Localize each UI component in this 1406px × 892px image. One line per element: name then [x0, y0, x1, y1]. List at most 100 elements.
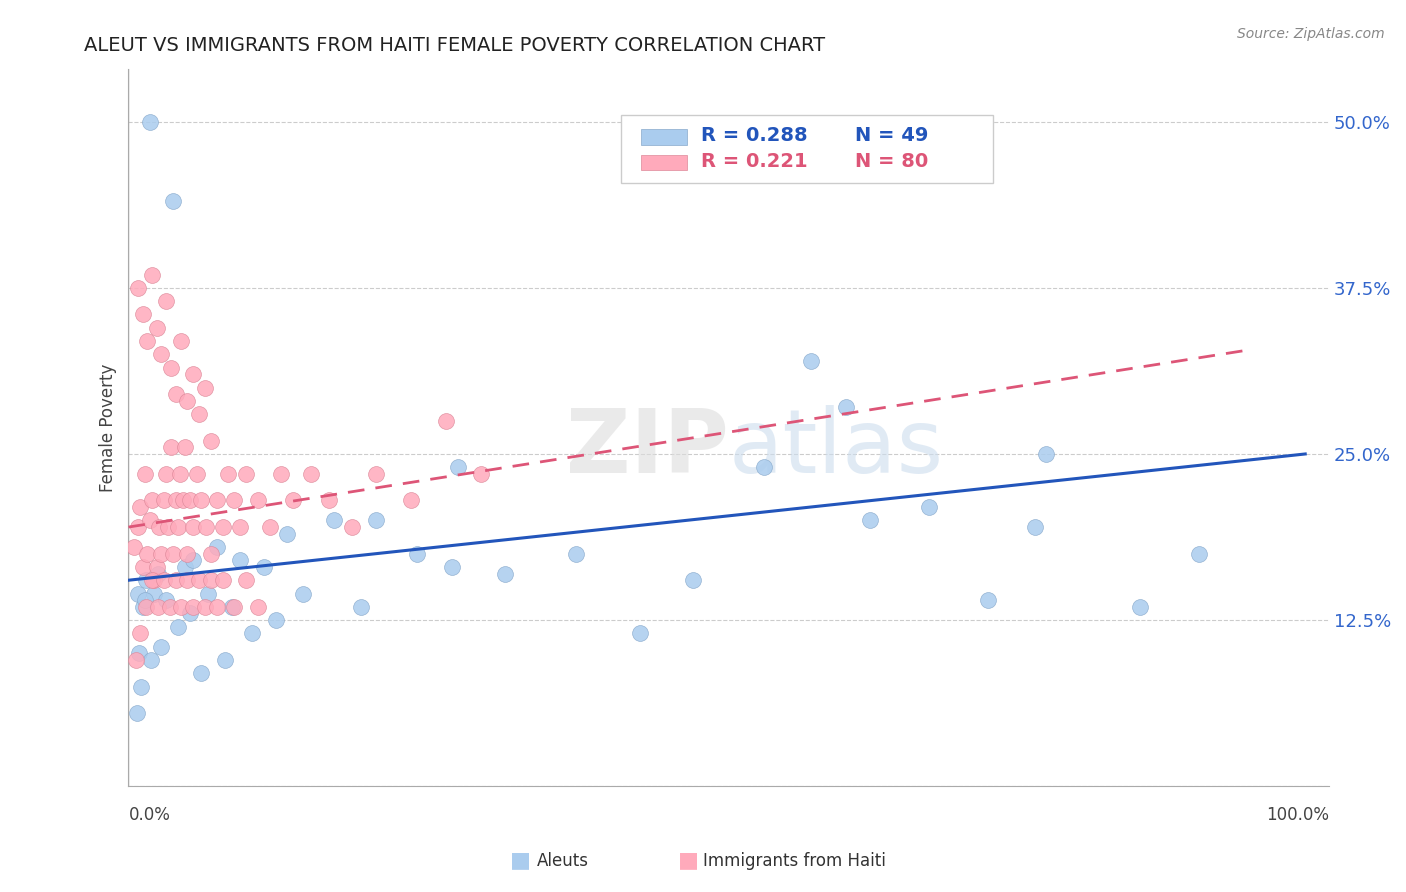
Point [167, 620, 190, 634]
Point [136, 547, 159, 561]
Point [447, 460, 470, 475]
Point [283, 493, 305, 508]
Text: 100.0%: 100.0% [1265, 806, 1329, 824]
Point [181, 553, 204, 567]
Point [350, 599, 373, 614]
Point [364, 467, 387, 481]
Point [181, 368, 204, 382]
Point [1035, 447, 1057, 461]
Point [564, 547, 586, 561]
Point [859, 513, 882, 527]
Point [124, 540, 146, 554]
Point [162, 547, 184, 561]
Point [1024, 520, 1046, 534]
Point [146, 599, 169, 614]
Point [200, 547, 222, 561]
Point [253, 560, 276, 574]
Point [214, 653, 236, 667]
Point [165, 387, 187, 401]
Point [976, 593, 998, 607]
Text: R = 0.288: R = 0.288 [702, 127, 807, 145]
Point [135, 573, 157, 587]
Point [174, 560, 197, 574]
FancyBboxPatch shape [641, 154, 686, 170]
Point [129, 626, 152, 640]
Point [1129, 599, 1152, 614]
Point [179, 493, 201, 508]
Point [211, 573, 233, 587]
Point [136, 334, 159, 348]
Text: ZIP: ZIP [565, 406, 728, 492]
Point [172, 493, 194, 508]
Point [276, 526, 298, 541]
Text: Aleuts: Aleuts [537, 852, 588, 870]
Y-axis label: Female Poverty: Female Poverty [100, 363, 117, 491]
Point [148, 520, 170, 534]
Point [129, 500, 152, 515]
Point [229, 553, 252, 567]
Point [211, 520, 233, 534]
Point [235, 573, 257, 587]
Point [323, 513, 346, 527]
Text: Immigrants from Haiti: Immigrants from Haiti [703, 852, 886, 870]
Text: ■: ■ [510, 850, 530, 870]
Point [441, 560, 464, 574]
Point [190, 493, 212, 508]
Point [167, 520, 190, 534]
Point [145, 560, 167, 574]
Point [918, 500, 941, 515]
Point [162, 194, 184, 209]
Point [143, 573, 166, 587]
Point [160, 360, 183, 375]
Point [146, 566, 169, 581]
Point [155, 593, 177, 607]
Point [179, 607, 201, 621]
Point [141, 573, 163, 587]
Text: N = 80: N = 80 [855, 153, 928, 171]
Point [224, 493, 246, 508]
Point [150, 547, 173, 561]
Point [145, 320, 167, 334]
Point [141, 493, 163, 508]
Point [131, 307, 153, 321]
Point [165, 573, 187, 587]
Point [170, 599, 193, 614]
Point [131, 560, 153, 574]
Point [205, 599, 228, 614]
Point [138, 114, 160, 128]
Point [194, 599, 217, 614]
Text: ALEUT VS IMMIGRANTS FROM HAITI FEMALE POVERTY CORRELATION CHART: ALEUT VS IMMIGRANTS FROM HAITI FEMALE PO… [84, 36, 825, 54]
Point [399, 493, 422, 508]
Point [134, 593, 156, 607]
Text: 0.0%: 0.0% [128, 806, 170, 824]
Point [141, 268, 163, 282]
Point [131, 680, 153, 694]
Point [188, 573, 211, 587]
Point [176, 393, 198, 408]
Point [200, 434, 222, 448]
Point [157, 520, 180, 534]
Point [169, 467, 191, 481]
Point [800, 354, 823, 368]
Point [186, 467, 208, 481]
Point [138, 513, 160, 527]
Point [127, 281, 149, 295]
Point [181, 520, 204, 534]
Point [682, 573, 704, 587]
Point [124, 653, 146, 667]
Point [494, 566, 516, 581]
Point [150, 347, 173, 361]
Point [270, 467, 292, 481]
FancyBboxPatch shape [620, 115, 993, 184]
Point [259, 520, 281, 534]
Point [150, 640, 173, 654]
Point [176, 573, 198, 587]
Point [264, 613, 287, 627]
Point [291, 586, 314, 600]
Point [155, 294, 177, 309]
Point [159, 599, 181, 614]
Text: ■: ■ [679, 850, 699, 870]
Point [340, 520, 363, 534]
Point [176, 547, 198, 561]
Point [240, 626, 263, 640]
